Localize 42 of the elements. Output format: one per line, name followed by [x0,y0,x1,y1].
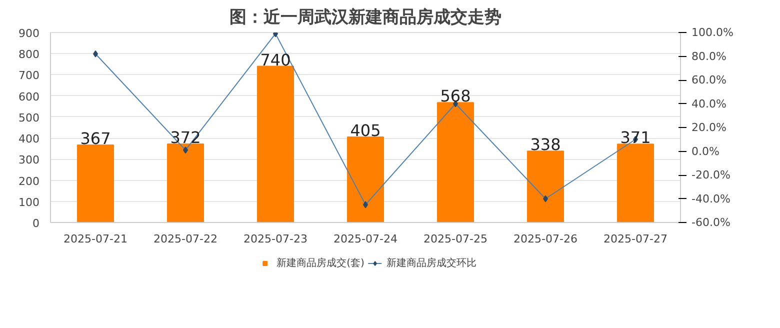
x-tick-label: 2025-07-26 [514,232,578,246]
bar [167,143,204,222]
y2-tick-label: 100.0% [692,26,734,39]
bar [437,102,474,222]
bar [77,144,114,222]
y-tick-label: 400 [18,132,40,146]
x-tick-label: 2025-07-27 [604,232,668,246]
y2-tick-label: -40.0% [692,192,730,206]
chart-title: 图：近一周武汉新建商品房成交走势 [230,8,502,28]
data-label: 338 [530,135,561,154]
x-tick-label: 2025-07-22 [154,232,218,246]
y-tick-label: 600 [18,90,40,104]
y-tick-label: 700 [18,69,40,82]
data-label: 367 [80,129,111,148]
data-label: 371 [620,128,651,148]
bar [257,66,294,222]
bar [527,150,564,222]
data-label: 405 [350,121,381,140]
y-tick-label: 200 [18,174,40,188]
y-tick-label: 0 [32,217,40,230]
y-tick-label: 900 [18,27,40,40]
y-tick-label: 300 [18,154,40,167]
legend-label: 新建商品房成交环比 [386,256,476,270]
y2-tick-label: 0.0% [692,144,720,158]
y2-tick-label: -60.0% [692,216,730,229]
bar [347,136,384,222]
y2-tick-label: 40.0% [692,97,726,110]
y-tick-label: 800 [18,48,40,62]
x-tick-label: 2025-07-23 [244,232,308,246]
y-tick-label: 100 [18,196,40,209]
data-label: 568 [440,86,471,106]
y2-tick-label: 80.0% [692,50,726,63]
y-tick-label: 500 [18,111,40,124]
x-tick-label: 2025-07-21 [64,232,128,246]
legend-label: 新建商品房成交(套) [276,256,364,270]
bar [617,144,654,222]
x-tick-label: 2025-07-25 [424,232,488,246]
x-tick-label: 2025-07-24 [334,232,398,246]
data-label: 740 [260,50,291,70]
y2-tick-label: 60.0% [692,74,726,86]
y2-tick-label: -20.0% [692,168,730,182]
y2-tick-label: 20.0% [692,121,726,134]
